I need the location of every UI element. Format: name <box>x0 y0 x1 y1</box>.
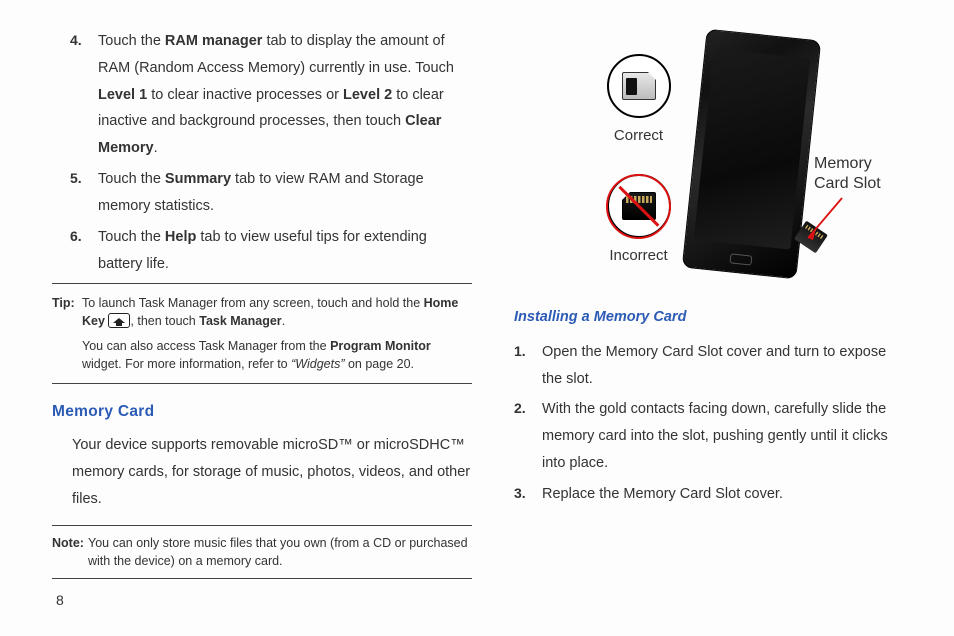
divider <box>52 525 472 526</box>
list-text: With the gold contacts facing down, care… <box>542 396 904 476</box>
divider <box>52 283 472 284</box>
correct-orientation: Correct <box>586 54 691 150</box>
memory-card-body: Your device supports removable microSD™ … <box>72 432 472 512</box>
list-number: 6. <box>70 224 98 278</box>
correct-label: Correct <box>586 122 691 150</box>
list-text: Touch the Help tab to view useful tips f… <box>98 224 472 278</box>
divider <box>52 383 472 384</box>
list-number: 5. <box>70 166 98 220</box>
sd-card-incorrect-icon <box>607 174 671 238</box>
list-item: 2.With the gold contacts facing down, ca… <box>514 396 904 476</box>
divider <box>52 578 472 579</box>
list-item: 5.Touch the Summary tab to view RAM and … <box>52 166 472 220</box>
memory-card-illustration: Correct Incorrect Memory Card Slot <box>514 24 894 294</box>
incorrect-label: Incorrect <box>586 242 691 270</box>
list-item: 3.Replace the Memory Card Slot cover. <box>514 481 904 508</box>
prohibited-icon <box>606 174 671 239</box>
list-text: Touch the Summary tab to view RAM and St… <box>98 166 472 220</box>
memory-card-slot-label: Memory Card Slot <box>814 154 881 194</box>
list-text: Touch the RAM manager tab to display the… <box>98 28 472 162</box>
home-key-icon <box>108 313 130 328</box>
subsection-heading-installing: Installing a Memory Card <box>514 304 904 331</box>
note-block: Note: You can only store music files tha… <box>52 532 472 572</box>
tip-paragraph-2: You can also access Task Manager from th… <box>82 337 472 373</box>
tip-block: Tip: To launch Task Manager from any scr… <box>52 290 472 377</box>
tip-paragraph-1: To launch Task Manager from any screen, … <box>82 294 472 330</box>
callout-line <box>814 196 844 236</box>
list-item: 6.Touch the Help tab to view useful tips… <box>52 224 472 278</box>
list-text: Replace the Memory Card Slot cover. <box>542 481 904 508</box>
list-text: Open the Memory Card Slot cover and turn… <box>542 339 904 393</box>
list-number: 3. <box>514 481 542 508</box>
tip-label: Tip: <box>52 296 75 310</box>
sd-card-correct-icon <box>607 54 671 118</box>
note-label: Note: <box>52 534 88 570</box>
list-number: 4. <box>70 28 98 162</box>
list-item: 1.Open the Memory Card Slot cover and tu… <box>514 339 904 393</box>
incorrect-orientation: Incorrect <box>586 174 691 270</box>
note-text: You can only store music files that you … <box>88 534 472 570</box>
page-number: 8 <box>56 588 64 614</box>
section-heading-memory-card: Memory Card <box>52 398 472 427</box>
list-item: 4.Touch the RAM manager tab to display t… <box>52 28 472 162</box>
list-number: 1. <box>514 339 542 393</box>
list-number: 2. <box>514 396 542 476</box>
